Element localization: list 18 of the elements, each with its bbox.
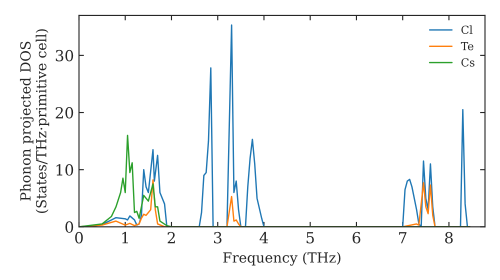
x-tick-label: 4 [260, 232, 268, 244]
legend-label: Cl [461, 25, 473, 34]
x-tick-label: 3 [214, 232, 222, 244]
x-axis-title: Frequency (THz) [223, 252, 340, 266]
y-tick-label: 10 [56, 164, 74, 176]
x-tick-label: 6 [352, 232, 360, 244]
x-tick-label: 8 [445, 232, 453, 244]
legend-label: Cs [461, 58, 474, 67]
y-axis-title: Phonon projected DOS (States/THz·primitive cell) [20, 29, 50, 213]
x-tick-label: 7 [399, 232, 406, 244]
y-tick-label: 0 [65, 221, 74, 233]
x-tick-label: 1 [122, 232, 128, 244]
y-tick-label: 20 [56, 106, 74, 119]
y-tick-label: 30 [56, 50, 74, 62]
x-tick-label: 2 [168, 232, 175, 244]
x-tick-label: 0 [75, 232, 83, 244]
x-tick-label: 5 [306, 232, 314, 244]
legend-label: Te [460, 42, 474, 50]
